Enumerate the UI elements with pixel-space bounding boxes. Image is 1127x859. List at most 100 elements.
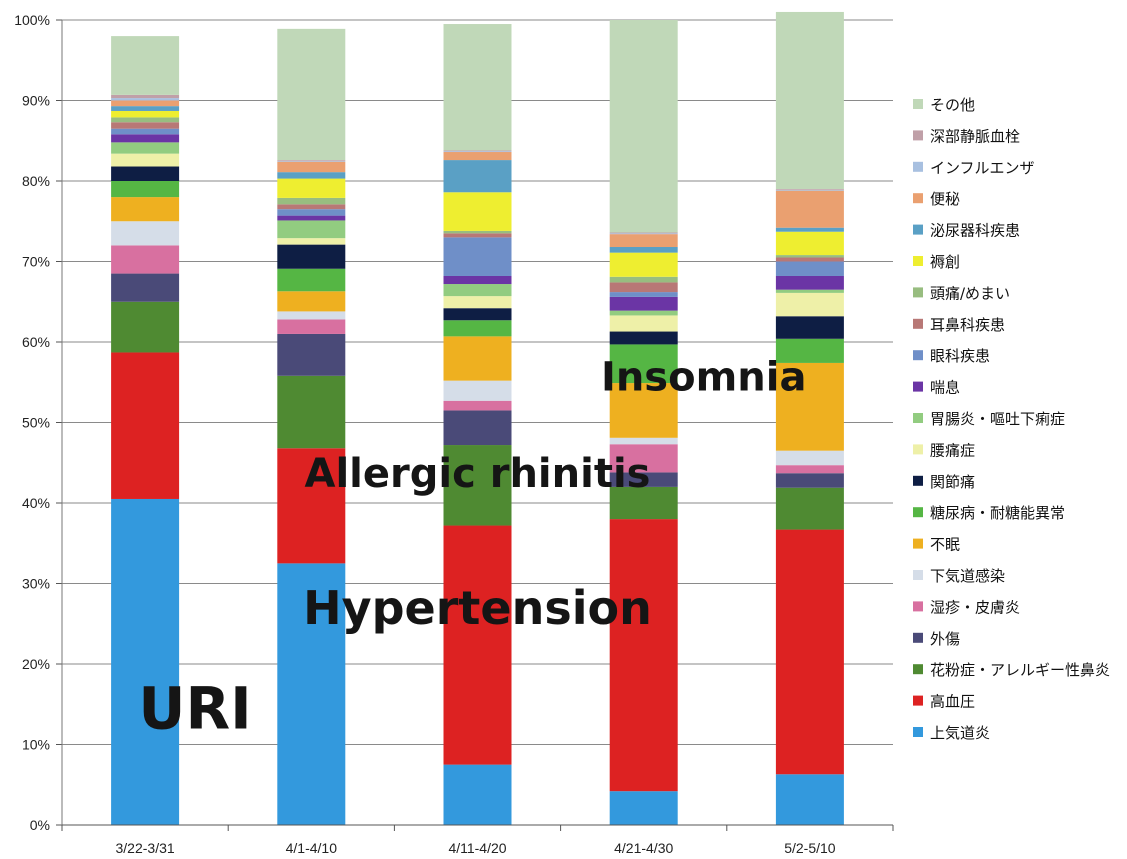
legend-swatch	[913, 570, 923, 580]
bar-segment	[609, 276, 678, 283]
legend-label: 褥創	[930, 253, 960, 271]
bar-segment	[609, 486, 678, 520]
legend-label: 便秘	[930, 190, 960, 208]
annotations: URI Hypertension Allergic rhinitis Insomnia	[138, 354, 806, 742]
bar-segment	[775, 190, 844, 228]
legend-item: 腰痛症	[913, 441, 975, 459]
y-tick-label: 10%	[22, 737, 50, 753]
bar-stack	[609, 20, 678, 825]
legend-label: その他	[930, 96, 975, 114]
bar-segment	[111, 142, 180, 154]
legend-swatch	[913, 475, 923, 486]
legend-swatch	[913, 256, 923, 266]
bar-segment	[775, 11, 844, 190]
bar-segment	[111, 134, 180, 143]
legend-item: 湿疹・皮膚炎	[913, 598, 1020, 616]
bar-segment	[775, 257, 844, 262]
legend-swatch	[913, 632, 923, 643]
bar-segment	[609, 344, 678, 384]
bar-segment	[111, 128, 180, 135]
legend-item: 関節痛	[913, 473, 975, 491]
legend: その他深部静脈血栓インフルエンザ便秘泌尿器科疾患褥創頭痛/めまい耳鼻科疾患眼科疾…	[913, 96, 1110, 742]
bar-segment	[775, 450, 844, 466]
bar-segment	[111, 122, 180, 129]
bar-segment	[609, 234, 678, 248]
bar-segment	[277, 28, 346, 161]
legend-label: 深部静脈血栓	[930, 127, 1020, 145]
bar-segment	[775, 231, 844, 256]
legend-item: 花粉症・アレルギー性鼻炎	[913, 661, 1110, 679]
bar-segment	[111, 352, 180, 499]
bar-segment	[277, 238, 346, 245]
bar-segment	[111, 498, 180, 825]
legend-item: インフルエンザ	[913, 159, 1035, 177]
bar-segment	[277, 160, 346, 161]
bar-segment	[443, 275, 512, 285]
bar-segment	[775, 261, 844, 276]
bar-segment	[443, 150, 512, 152]
legend-item: 喘息	[913, 379, 960, 397]
legend-item: 眼科疾患	[913, 347, 990, 365]
x-tick-label: 5/2-5/10	[784, 840, 836, 856]
legend-swatch	[913, 664, 923, 675]
bar-segment	[775, 465, 844, 474]
legend-swatch	[913, 727, 923, 737]
bar-segment	[277, 375, 346, 449]
legend-label: 湿疹・皮膚炎	[930, 598, 1020, 616]
bar-segment	[443, 192, 512, 231]
bar-segment	[443, 320, 512, 337]
legend-item: 上気道炎	[913, 724, 990, 742]
bar-segment	[443, 380, 512, 401]
legend-swatch	[913, 287, 923, 298]
bar-segment	[111, 273, 180, 302]
bar-segment	[775, 338, 844, 363]
bar-segment	[443, 445, 512, 526]
y-tick-label: 0%	[30, 817, 50, 833]
legend-swatch	[913, 99, 923, 109]
legend-label: 喘息	[930, 379, 960, 397]
bar-segment	[775, 362, 844, 451]
bar-segment	[277, 204, 346, 210]
legend-swatch	[913, 161, 923, 172]
bar-segment	[277, 244, 346, 269]
bar-segment	[609, 383, 678, 438]
legend-swatch	[913, 318, 923, 329]
bar-segment	[277, 333, 346, 376]
bars	[111, 11, 844, 825]
bar-segment	[609, 437, 678, 445]
legend-label: 外傷	[930, 630, 960, 648]
x-tick-label: 4/1-4/10	[286, 840, 338, 856]
bar-segment	[277, 448, 346, 564]
legend-swatch	[913, 444, 923, 455]
annotation-label: Insomnia	[601, 354, 807, 400]
legend-swatch	[913, 381, 923, 392]
bar-segment	[775, 189, 844, 190]
x-tick-label: 4/11-4/20	[448, 840, 506, 856]
legend-item: 便秘	[913, 190, 960, 208]
legend-item: 深部静脈血栓	[913, 127, 1020, 145]
legend-label: 頭痛/めまい	[930, 284, 1010, 302]
legend-item: 外傷	[913, 630, 960, 648]
bar-segment	[111, 166, 180, 181]
bar-segment	[443, 237, 512, 276]
bar-segment	[111, 197, 180, 222]
legend-label: 花粉症・アレルギー性鼻炎	[930, 661, 1110, 679]
bar-segment	[277, 291, 346, 312]
bar-segment	[775, 487, 844, 530]
bar-stack	[775, 11, 844, 825]
bar-segment	[443, 296, 512, 309]
legend-swatch	[913, 350, 923, 361]
y-tick-label: 80%	[22, 173, 50, 189]
legend-item: 糖尿病・耐糖能異常	[913, 504, 1065, 522]
bar-segment	[609, 233, 678, 235]
bar-segment	[111, 181, 180, 198]
bar-segment	[111, 36, 180, 95]
legend-label: 下気道感染	[930, 567, 1005, 585]
legend-swatch	[913, 507, 923, 518]
x-tick-label: 3/22-3/31	[116, 840, 175, 856]
bar-segment	[277, 160, 346, 162]
legend-label: 不眠	[930, 536, 960, 554]
bar-segment	[111, 94, 180, 99]
legend-label: 糖尿病・耐糖能異常	[930, 504, 1065, 522]
